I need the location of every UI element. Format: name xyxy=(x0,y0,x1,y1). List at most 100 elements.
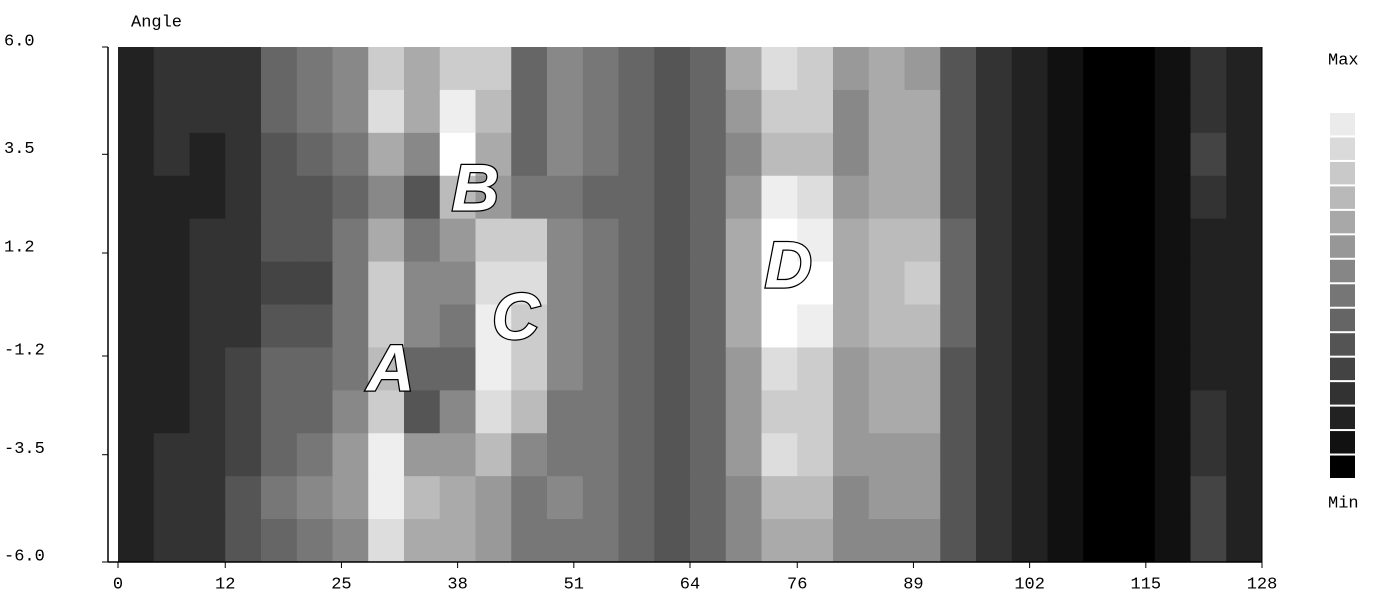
heat-cell xyxy=(725,390,762,434)
x-tick-label: 25 xyxy=(331,575,351,594)
heat-cell xyxy=(618,347,655,391)
heat-cell xyxy=(761,218,798,263)
heat-cell xyxy=(761,261,798,305)
heat-cell xyxy=(1047,390,1084,434)
heat-cell xyxy=(404,261,441,305)
heat-cell xyxy=(296,476,333,520)
heat-cell xyxy=(511,132,548,177)
heat-cell xyxy=(1190,304,1227,348)
heat-cell xyxy=(511,476,548,520)
heat-cell xyxy=(368,433,405,477)
heat-cell xyxy=(547,347,584,391)
heat-cell xyxy=(797,390,834,434)
heat-cell xyxy=(153,261,190,305)
heat-cell xyxy=(618,476,655,520)
heat-cell xyxy=(153,47,190,91)
annotation: D xyxy=(764,228,812,302)
y-tick-label: 3.5 xyxy=(4,140,35,159)
heat-cell xyxy=(904,89,941,134)
heat-cell xyxy=(833,347,870,391)
heat-cell xyxy=(618,89,655,134)
heat-cell xyxy=(296,89,333,134)
heat-cell xyxy=(332,390,369,434)
heat-cell xyxy=(797,304,834,348)
heat-cell xyxy=(511,261,548,305)
heat-cell xyxy=(296,304,333,348)
heat-cell xyxy=(189,304,226,348)
x-tick-label: 51 xyxy=(564,575,584,594)
heat-cell xyxy=(296,218,333,263)
heat-cell xyxy=(1011,347,1048,391)
heat-cell xyxy=(761,175,798,220)
heat-cell xyxy=(904,261,941,305)
heat-cell xyxy=(1226,390,1263,434)
heat-cell xyxy=(618,433,655,477)
heat-cell xyxy=(1011,390,1048,434)
heat-cell xyxy=(690,433,727,477)
colorbar-swatch xyxy=(1330,308,1355,332)
heat-cell xyxy=(439,433,476,477)
x-tick-label: 38 xyxy=(447,575,467,594)
heat-cell xyxy=(654,89,691,134)
heat-cell xyxy=(582,218,619,263)
heat-cell xyxy=(976,390,1013,434)
heat-cell xyxy=(654,132,691,177)
heat-cell xyxy=(940,433,977,477)
heat-cell xyxy=(1190,218,1227,263)
heat-cell xyxy=(582,519,619,563)
heat-cell xyxy=(1011,433,1048,477)
heat-cell xyxy=(189,433,226,477)
heat-cell xyxy=(940,132,977,177)
heat-cell xyxy=(654,218,691,263)
heat-cell xyxy=(547,261,584,305)
heat-cell xyxy=(1011,89,1048,134)
heat-cell xyxy=(1190,519,1227,563)
heat-cell xyxy=(1083,347,1120,391)
x-tick-label: 76 xyxy=(787,575,807,594)
heat-cell xyxy=(189,390,226,434)
heat-cell xyxy=(1047,347,1084,391)
heat-cell xyxy=(1047,304,1084,348)
heat-cell xyxy=(904,433,941,477)
heat-cell xyxy=(833,218,870,263)
colorbar-min-label: Min xyxy=(1328,494,1359,513)
heat-cell xyxy=(654,519,691,563)
heat-cell xyxy=(868,132,905,177)
heat-cell xyxy=(618,519,655,563)
heat-cell xyxy=(368,218,405,263)
heat-cell xyxy=(654,47,691,91)
heat-cell xyxy=(868,390,905,434)
x-tick-label: 102 xyxy=(1014,575,1045,594)
heat-cell xyxy=(940,390,977,434)
heat-cell xyxy=(511,47,548,91)
heat-cell xyxy=(1226,261,1263,305)
heat-cell xyxy=(690,519,727,563)
heat-cell xyxy=(1083,433,1120,477)
heat-cell xyxy=(940,304,977,348)
heat-cell xyxy=(761,476,798,520)
heat-cell xyxy=(261,304,298,348)
heat-cell xyxy=(1083,175,1120,220)
heat-cell xyxy=(582,47,619,91)
heat-cell xyxy=(1154,476,1191,520)
x-tick-label: 12 xyxy=(215,575,235,594)
heat-cell xyxy=(654,390,691,434)
heat-cell xyxy=(475,519,512,563)
heat-cell xyxy=(1154,175,1191,220)
heat-cell xyxy=(1011,519,1048,563)
heat-cell xyxy=(368,304,405,348)
heat-cell xyxy=(475,47,512,91)
heat-cell xyxy=(547,132,584,177)
heat-cell xyxy=(296,132,333,177)
heat-cell xyxy=(1047,89,1084,134)
heat-cell xyxy=(404,347,441,391)
heat-cell xyxy=(1154,89,1191,134)
heat-cell xyxy=(1119,218,1156,263)
heat-cell xyxy=(153,433,190,477)
heat-cell xyxy=(1119,261,1156,305)
heat-cell xyxy=(833,519,870,563)
heat-cell xyxy=(725,433,762,477)
heat-cell xyxy=(690,390,727,434)
heat-cell xyxy=(940,519,977,563)
heat-cell xyxy=(618,218,655,263)
